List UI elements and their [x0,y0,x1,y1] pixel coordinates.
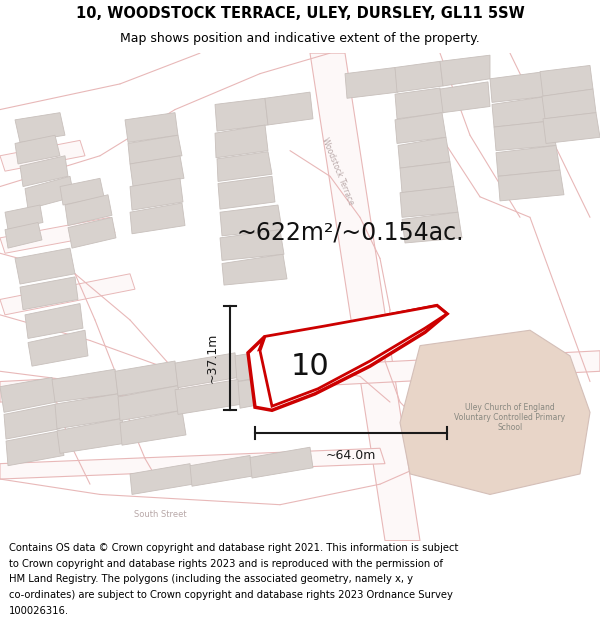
Polygon shape [498,170,564,201]
Polygon shape [0,217,115,253]
Polygon shape [492,96,552,127]
Polygon shape [15,248,75,284]
Polygon shape [128,135,182,164]
Polygon shape [5,205,43,229]
Text: to Crown copyright and database rights 2023 and is reproduced with the permissio: to Crown copyright and database rights 2… [9,559,443,569]
Polygon shape [440,55,490,86]
Text: HM Land Registry. The polygons (including the associated geometry, namely x, y: HM Land Registry. The polygons (includin… [9,574,413,584]
Polygon shape [25,304,83,339]
Polygon shape [130,203,185,234]
Polygon shape [217,152,272,181]
Polygon shape [65,195,112,226]
Polygon shape [175,352,238,388]
Polygon shape [0,448,385,479]
Polygon shape [55,394,122,429]
Polygon shape [25,176,74,209]
Text: Uley Church of England
Voluntary Controlled Primary
School: Uley Church of England Voluntary Control… [454,402,566,432]
Polygon shape [215,98,268,131]
Polygon shape [494,121,556,151]
Text: Woodstock Terrace: Woodstock Terrace [320,136,356,206]
Polygon shape [52,369,118,402]
Text: ~37.1m: ~37.1m [205,332,218,383]
Polygon shape [543,112,600,144]
Polygon shape [20,156,68,186]
Polygon shape [265,92,313,125]
Polygon shape [220,205,282,236]
Polygon shape [15,135,60,164]
Polygon shape [395,61,443,92]
Polygon shape [402,213,462,243]
Polygon shape [57,419,126,453]
Polygon shape [118,386,182,421]
Polygon shape [250,448,313,478]
Polygon shape [0,378,56,412]
Polygon shape [220,229,284,261]
Text: 100026316.: 100026316. [9,606,69,616]
Polygon shape [5,222,42,248]
Text: Map shows position and indicative extent of the property.: Map shows position and indicative extent… [120,32,480,45]
Text: 10, WOODSTOCK TERRACE, ULEY, DURSLEY, GL11 5SW: 10, WOODSTOCK TERRACE, ULEY, DURSLEY, GL… [76,6,524,21]
Polygon shape [115,361,178,396]
Polygon shape [310,53,420,541]
Polygon shape [222,254,287,285]
Polygon shape [0,274,135,315]
Text: co-ordinates) are subject to Crown copyright and database rights 2023 Ordnance S: co-ordinates) are subject to Crown copyr… [9,590,453,600]
Text: ~64.0m: ~64.0m [326,449,376,462]
Polygon shape [238,373,296,408]
Polygon shape [248,306,447,410]
Polygon shape [6,431,64,466]
Polygon shape [28,330,88,366]
Polygon shape [120,410,186,445]
Polygon shape [215,125,268,158]
Polygon shape [0,141,85,171]
Polygon shape [400,330,590,494]
Polygon shape [490,72,548,102]
Polygon shape [60,178,104,205]
Polygon shape [218,176,275,209]
Polygon shape [542,89,596,119]
Text: Contains OS data © Crown copyright and database right 2021. This information is : Contains OS data © Crown copyright and d… [9,543,458,553]
Polygon shape [345,68,398,98]
Polygon shape [4,404,60,439]
Polygon shape [400,162,454,192]
Polygon shape [68,217,116,248]
Polygon shape [440,82,490,112]
Polygon shape [175,379,242,414]
Polygon shape [15,112,65,142]
Text: ~622m²/~0.154ac.: ~622m²/~0.154ac. [236,221,464,245]
Polygon shape [540,66,593,96]
Polygon shape [0,351,600,402]
Text: 10: 10 [290,352,329,381]
Polygon shape [496,146,560,176]
Polygon shape [395,88,444,119]
Polygon shape [130,178,183,210]
Polygon shape [20,277,78,310]
Text: South Street: South Street [134,511,187,519]
Polygon shape [400,186,458,218]
Polygon shape [125,112,178,142]
Polygon shape [398,138,450,168]
Polygon shape [260,306,447,406]
Polygon shape [235,347,293,381]
Polygon shape [130,464,193,494]
Polygon shape [395,112,446,144]
Polygon shape [190,456,253,486]
Polygon shape [130,156,184,186]
